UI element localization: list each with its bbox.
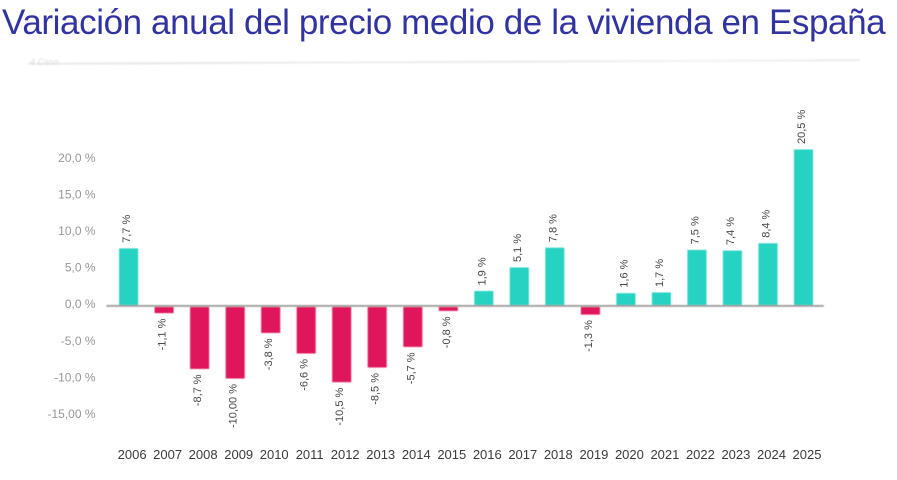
svg-text:2011: 2011 (296, 447, 324, 462)
svg-text:2017: 2017 (508, 447, 537, 462)
svg-text:7,8 %: 7,8 % (547, 214, 559, 242)
svg-text:1,6 %: 1,6 % (618, 259, 630, 287)
svg-text:2023: 2023 (721, 447, 750, 462)
svg-text:2021: 2021 (650, 447, 679, 462)
svg-text:20,0 %: 20,0 % (58, 151, 96, 165)
svg-text:5,1 %: 5,1 % (512, 234, 524, 262)
svg-text:2025: 2025 (793, 447, 822, 462)
svg-text:2018: 2018 (544, 447, 573, 462)
svg-text:-1,3 %: -1,3 % (583, 320, 595, 352)
svg-text:2016: 2016 (473, 447, 502, 462)
svg-text:7,4 %: 7,4 % (725, 217, 737, 245)
svg-text:7,5 %: 7,5 % (689, 216, 701, 244)
svg-text:2024: 2024 (757, 447, 786, 462)
svg-text:-8,5 %: -8,5 % (370, 373, 382, 405)
svg-text:10,0 %: 10,0 % (58, 224, 96, 238)
svg-text:2007: 2007 (153, 447, 182, 462)
svg-text:1,7 %: 1,7 % (654, 259, 666, 287)
svg-text:2014: 2014 (402, 447, 431, 462)
svg-text:-0,8 %: -0,8 % (441, 316, 453, 348)
svg-text:2015: 2015 (437, 447, 466, 462)
svg-text:2012: 2012 (331, 447, 360, 462)
svg-text:-10,5 %: -10,5 % (334, 387, 346, 425)
svg-text:-5,0 %: -5,0 % (61, 334, 96, 348)
svg-text:15,0 %: 15,0 % (58, 187, 96, 201)
svg-text:1,9 %: 1,9 % (476, 257, 488, 285)
svg-text:-8,7 %: -8,7 % (192, 374, 204, 406)
svg-text:-1,1 %: -1,1 % (157, 318, 169, 350)
svg-text:2006: 2006 (118, 447, 147, 462)
svg-text:2008: 2008 (189, 447, 218, 462)
svg-text:7,7 %: 7,7 % (121, 215, 133, 243)
svg-text:2022: 2022 (686, 447, 715, 462)
svg-text:8,4 %: 8,4 % (761, 209, 773, 237)
svg-text:-15,00 %: -15,00 % (47, 407, 95, 421)
svg-text:2010: 2010 (260, 447, 289, 462)
svg-text:2019: 2019 (579, 447, 608, 462)
svg-text:2013: 2013 (366, 447, 395, 462)
svg-text:-10,00 %: -10,00 % (228, 384, 240, 428)
svg-text:-5,7 %: -5,7 % (405, 352, 417, 384)
svg-text:2009: 2009 (224, 447, 253, 462)
svg-text:2020: 2020 (615, 447, 644, 462)
svg-text:0,0 %: 0,0 % (65, 297, 96, 311)
svg-text:20,5 %: 20,5 % (796, 110, 808, 144)
svg-text:-10,0 %: -10,0 % (54, 370, 96, 384)
svg-text:-3,8 %: -3,8 % (263, 338, 275, 370)
svg-text:-6,6 %: -6,6 % (299, 359, 311, 391)
svg-text:5,0 %: 5,0 % (65, 261, 96, 275)
